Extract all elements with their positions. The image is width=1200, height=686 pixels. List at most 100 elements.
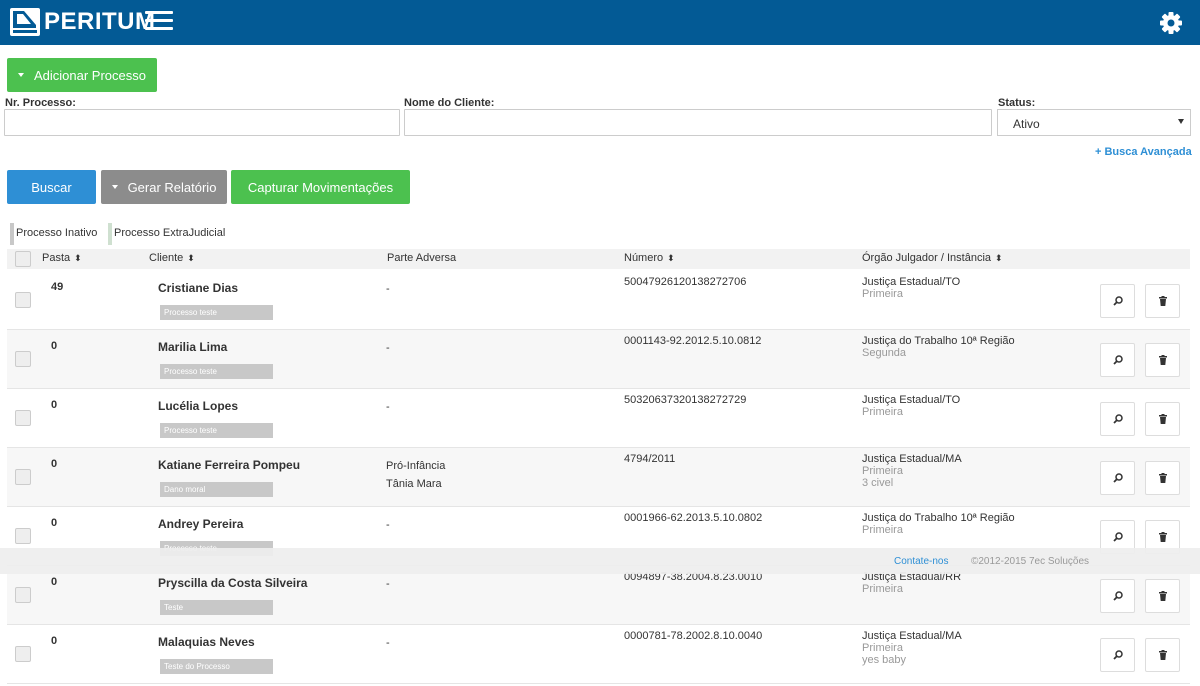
process-tag: Processo teste [160,364,273,379]
adverse-party-cell: Pró-Infância Tânia Mara [386,457,445,493]
client-name[interactable]: Cristiane Dias [158,281,239,295]
court-name: Justiça Estadual/TO [862,394,961,406]
adverse-party: - [386,342,390,354]
adverse-party-cell: - [386,516,390,534]
hamburger-icon[interactable] [145,11,173,33]
client-name[interactable]: Katiane Ferreira Pompeu [158,458,301,472]
generate-report-button[interactable]: Gerar Relatório [101,170,227,204]
row-checkbox[interactable] [15,410,31,426]
table-row[interactable]: 49 Cristiane Dias Processo teste - 500479261… [7,271,1190,330]
court-name: Justiça Estadual/MA [862,453,962,465]
sort-icon: ⬍ [995,253,1003,263]
delete-button[interactable] [1145,343,1180,377]
delete-button[interactable] [1145,461,1180,495]
row-checkbox[interactable] [15,646,31,662]
process-number: 0094897-38.2004.8.23.0010 [624,571,763,583]
court-cell: Justiça do Trabalho 10ª Região Primeira [862,512,1015,536]
table-header: Pasta ⬍ Cliente ⬍ Parte Adversa Número ⬍ Ór… [7,249,1190,269]
delete-button[interactable] [1145,579,1180,613]
sort-icon: ⬍ [74,253,82,263]
column-pasta[interactable]: Pasta ⬍ [42,252,82,264]
process-tag: Processo teste [160,305,273,320]
top-navbar: PERITUM [0,0,1200,45]
court-name: Justiça do Trabalho 10ª Região [862,335,1015,347]
court-cell: Justiça Estadual/MA Primeira 3 civel [862,453,962,489]
adverse-party: - [386,519,390,531]
process-tag: Teste do Processo [160,659,273,674]
column-orgao[interactable]: Órgão Julgador / Instância ⬍ [862,252,1003,264]
court-name: Justiça Estadual/TO [862,276,961,288]
table-row[interactable]: 0 Pryscilla da Costa Silveira Teste - 009489… [7,566,1190,625]
adverse-party: - [386,283,390,295]
client-name-input[interactable] [404,109,992,136]
status-label: Status: [998,97,1036,109]
adverse-party: Pró-Infância [386,460,446,472]
sort-icon: ⬍ [187,253,195,263]
client-name[interactable]: Lucélia Lopes [158,399,239,413]
pasta-cell: 49 [51,281,64,293]
row-checkbox[interactable] [15,528,31,544]
process-tag: Dano moral [160,482,273,497]
table-row[interactable]: 0 Marilia Lima Processo teste - 0001143-92.2… [7,330,1190,389]
client-name[interactable]: Pryscilla da Costa Silveira [158,576,308,590]
process-tag: Teste [160,600,273,615]
legend-inactive: Processo Inativo [10,223,97,245]
advanced-search-link[interactable]: + Busca Avançada [1095,146,1192,158]
dropdown-arrow-icon [1178,119,1184,124]
court-cell: Justiça Estadual/TO Primeira [862,276,960,300]
select-all-checkbox[interactable] [15,251,31,267]
court-cell: Justiça Estadual/RR Primeira [862,571,961,595]
view-button[interactable] [1100,402,1135,436]
row-checkbox[interactable] [15,292,31,308]
table-row[interactable]: 0 Lucélia Lopes Processo teste - 50320637320… [7,389,1190,448]
column-numero[interactable]: Número ⬍ [624,252,675,264]
client-name[interactable]: Marilia Lima [158,340,228,354]
gear-icon[interactable] [1158,10,1184,36]
table-row[interactable]: 0 Katiane Ferreira Pompeu Dano moral Pró-In… [7,448,1190,507]
instance-extra: yes baby [862,654,907,666]
court-name: Justiça Estadual/RR [862,571,962,583]
instance: Primeira [862,465,903,477]
row-checkbox[interactable] [15,587,31,603]
instance: Primeira [862,524,903,536]
logo-icon [10,8,40,36]
status-select[interactable]: Ativo [997,109,1191,136]
process-number: 4794/2011 [624,453,676,465]
process-number: 0001966-62.2013.5.10.0802 [624,512,763,524]
instance: Primeira [862,406,903,418]
brand-name: PERITUM [44,8,156,35]
view-button[interactable] [1100,579,1135,613]
client-name[interactable]: Andrey Pereira [158,517,244,531]
view-button[interactable] [1100,461,1135,495]
delete-button[interactable] [1145,284,1180,318]
row-checkbox[interactable] [15,351,31,367]
column-cliente[interactable]: Cliente ⬍ [149,252,195,264]
process-number: 0001143-92.2012.5.10.0812 [624,335,762,347]
client-name[interactable]: Malaquias Neves [158,635,255,649]
instance: Segunda [862,347,907,359]
process-number-input[interactable] [4,109,400,136]
adverse-party-cell: - [386,280,390,298]
row-checkbox[interactable] [15,469,31,485]
status-value: Ativo [1013,117,1040,131]
search-button[interactable]: Buscar [7,170,96,204]
pasta-cell: 0 [51,340,58,352]
adverse-party: Tânia Mara [386,478,442,490]
view-button[interactable] [1100,638,1135,672]
adverse-party: - [386,578,390,590]
view-button[interactable] [1100,343,1135,377]
brand-logo[interactable]: PERITUM [10,8,156,36]
delete-button[interactable] [1145,402,1180,436]
capture-movements-button[interactable]: Capturar Movimentações [231,170,410,204]
client-name-label: Nome do Cliente: [404,97,495,109]
legend-extrajudicial: Processo ExtraJudicial [108,223,225,245]
delete-button[interactable] [1145,638,1180,672]
add-process-button[interactable]: Adicionar Processo [7,58,157,92]
column-parte-adversa: Parte Adversa [387,252,457,264]
court-name: Justiça do Trabalho 10ª Região [862,512,1015,524]
contact-link[interactable]: Contate-nos [894,556,949,567]
view-button[interactable] [1100,284,1135,318]
caret-down-icon [18,73,24,77]
table-row[interactable]: 0 Malaquias Neves Teste do Processo - 000078… [7,625,1190,684]
adverse-party-cell: - [386,339,390,357]
